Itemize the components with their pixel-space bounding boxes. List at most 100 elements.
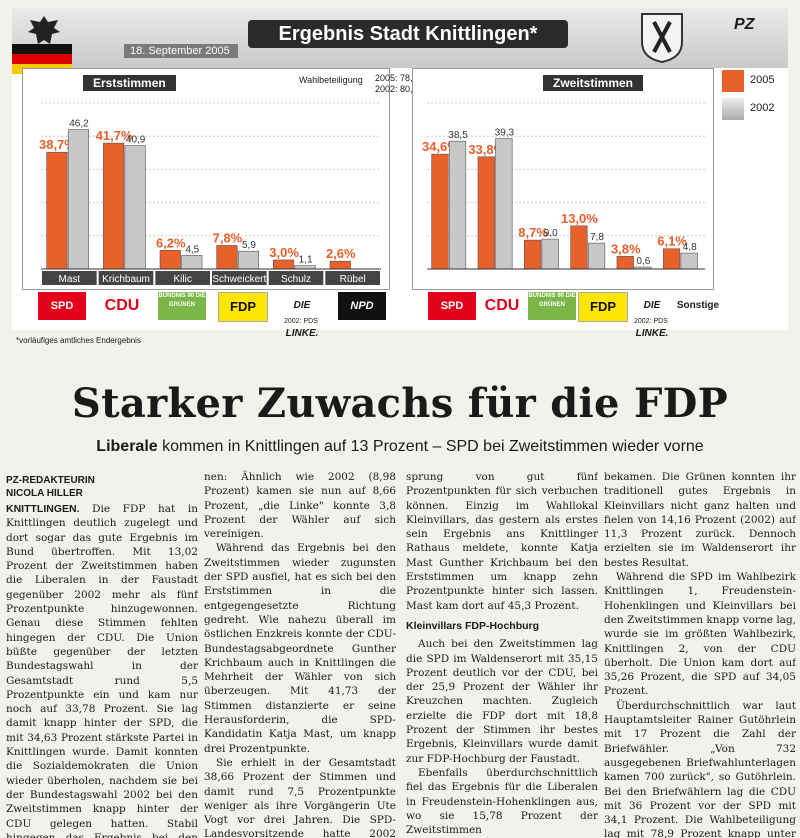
category-label-2: Kilic [173,274,191,285]
article-column-3: sprung von gut fünf Prozentpunkten für s… [406,470,598,838]
fdp-logo: FDP [578,292,628,322]
byline: PZ-REDAKTEURIN NICOLA HILLER [6,474,95,500]
bar-2002-1 [495,138,513,270]
data-label-2002-0: 38,5 [448,130,468,141]
sonstige-label: Sonstige [676,300,720,311]
gruene-logo: BÜNDNIS 90 DIE GRÜNEN [158,292,206,320]
turnout-2005: 2005: 78,9% [375,73,426,83]
bar-2002-3 [237,250,260,270]
bar-2002-2 [181,255,203,270]
bar-2002-2 [541,238,559,270]
data-label-2002-2: 9,0 [544,228,558,239]
bar-2002-3 [587,242,606,270]
spd-logo: SPD [428,292,476,320]
party-logos-right: SPD CDU BÜNDNIS 90 DIE GRÜNEN FDP DIE LI… [412,292,719,339]
pz-logo: PZ [734,16,755,33]
col4-para-a: bekamen. Die Grünen konnten ihr traditio… [604,471,796,569]
turnout-2002: 2002: 80,9% [375,84,426,94]
bar-2002-5 [680,252,698,270]
category-label-4: Schulz [281,274,311,285]
category-label-0: Mast [58,274,80,285]
byline-role: PZ-REDAKTEURIN [6,475,95,486]
data-label-2005-5: 2,6% [326,246,356,261]
category-label-bg [98,271,154,285]
category-label-bg [325,271,380,285]
data-label-2005-3: 13,0% [561,211,598,226]
col3-para-b: Auch bei den Zweitstimmen lag die SPD im… [406,638,598,765]
town-crest-icon [641,13,683,64]
article-column-4: bekamen. Die Grünen konnten ihr traditio… [604,470,796,838]
bar-2002-1 [124,145,146,270]
bar-2002-0 [448,140,467,270]
bar-2005-4 [616,256,634,270]
cdu-logo: CDU [104,297,140,314]
erststimmen-title: Erststimmen [83,75,176,91]
category-label-1: Krichbaum [102,274,150,285]
bar-2005-0 [46,151,68,270]
data-label-2005-0: 38,7% [39,137,76,152]
linke-logo: DIE LINKE. [285,300,319,339]
zweitstimmen-title: Zweitstimmen [543,75,644,91]
data-label-2002-0: 46,2 [69,119,89,130]
category-label-bg [268,271,324,285]
article-subheadline: Liberale kommen in Knittlingen auf 13 Pr… [0,438,800,456]
data-label-2005-5: 6,1% [657,234,687,249]
legend-2005-swatch [722,70,744,92]
bar-2005-1 [103,142,125,270]
bar-2005-1 [477,156,495,270]
election-graphic: 18. September 2005 Ergebnis Stadt Knittl… [12,8,788,345]
graphic-title: Ergebnis Stadt Knittlingen* [248,20,568,48]
data-label-2005-1: 41,7% [96,128,133,143]
bar-2005-0 [431,153,449,270]
subheadline-bold: Liberale [96,438,158,455]
byline-author: NICOLA HILLER [6,488,83,499]
data-label-2002-4: 1,1 [299,255,313,266]
pds-note-right: 2002: PDS [634,318,668,325]
data-label-2005-2: 6,2% [156,235,186,250]
cdu-logo: CDU [484,297,520,314]
data-label-2005-4: 3,0% [269,245,299,260]
col4-para-c: Überdurchschnittlich war laut Hauptamtsl… [604,699,796,838]
col1-text: Die FDP hat in Knittlingen deutlich zuge… [6,503,198,838]
erststimmen-chart: 38,7% 46,2 Mast 41,7%40,9 Krichbaum 6,2% 4,5 Ki… [39,102,381,285]
category-label-5: Rübel [340,274,366,285]
fdp-logo: FDP [218,292,268,322]
subheadline-rest: kommen in Knittlingen auf 13 Prozent – S… [157,438,704,455]
data-label-2002-2: 4,5 [185,244,199,255]
col4-para-b: Während die SPD im Wahlbezirk Knittlinge… [604,571,796,698]
bar-2005-4 [273,259,295,270]
bar-2005-3 [216,245,238,270]
erststimmen-panel: Erststimmen Wahlbeteiligung 2005: 78,9% … [22,68,426,290]
category-label-bg [212,271,267,285]
article-headline: Starker Zuwachs für die FDP [71,380,729,427]
data-label-2002-3: 7,8 [590,232,604,243]
bar-2005-5 [663,248,681,270]
data-label-2002-3: 5,9 [242,240,256,251]
spd-logo: SPD [38,292,86,320]
category-label-bg [42,271,97,285]
election-date: 18. September 2005 [124,44,238,58]
data-label-2002-1: 40,9 [126,135,146,146]
party-logos-left: SPD CDU BÜNDNIS 90 DIE GRÜNEN FDP DIE LI… [22,292,388,339]
article-column-2: nen: Ähnlich wie 2002 (8,98 Prozent) kam… [204,470,396,838]
data-label-2005-4: 3,8% [611,241,641,256]
dateline: KNITTLINGEN. [6,503,80,515]
legend-2005: 2005 [750,74,775,86]
bar-2002-0 [67,129,90,270]
col3-para-c: Ebenfalls überdurchschnittlich fiel das … [406,766,598,837]
zweitstimmen-panel: Zweitstimmen 34,6% 38,5 33,8% 39,3 8,7% 9,0 13… [412,68,714,290]
bar-2005-5 [329,260,351,270]
pds-note-left: 2002: PDS [284,318,318,325]
bar-2005-2 [159,249,181,270]
gruene-logo: BÜNDNIS 90 DIE GRÜNEN [528,292,576,320]
col3-para-a: sprung von gut fünf Prozentpunkten für s… [406,471,598,612]
bar-2005-3 [570,225,588,270]
bar-2005-2 [524,239,542,270]
col3-subheading: Kleinvillars FDP-Hochburg [406,619,540,632]
category-label-bg [155,271,210,285]
article-column-1: KNITTLINGEN. Die FDP hat in Knittlingen … [6,502,198,838]
federal-eagle-icon [28,16,60,44]
legend-2002-swatch [722,98,744,120]
footnote: *vorläufiges amtliches Endergebnis [16,336,141,345]
legend-2002: 2002 [750,102,775,114]
